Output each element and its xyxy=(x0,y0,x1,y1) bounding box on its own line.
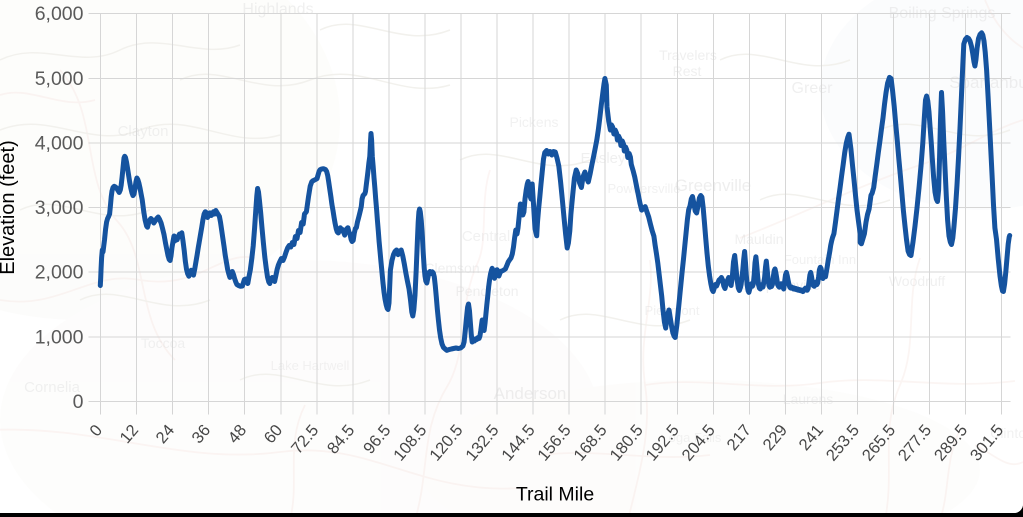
svg-text:6,000: 6,000 xyxy=(35,3,84,25)
svg-text:Rest: Rest xyxy=(673,63,702,79)
svg-text:2,000: 2,000 xyxy=(35,262,84,284)
svg-text:Pickens: Pickens xyxy=(509,114,558,130)
svg-text:Piedmont: Piedmont xyxy=(645,303,700,318)
svg-text:Travelers: Travelers xyxy=(659,47,717,63)
svg-text:3,000: 3,000 xyxy=(35,197,84,219)
svg-text:0: 0 xyxy=(73,391,84,413)
svg-text:Anderson: Anderson xyxy=(494,384,567,403)
svg-text:Central: Central xyxy=(462,228,510,245)
svg-text:1,000: 1,000 xyxy=(35,326,84,348)
svg-text:oga Falls: oga Falls xyxy=(669,430,722,445)
svg-text:Lake Hartwell: Lake Hartwell xyxy=(271,358,350,373)
svg-text:Woodruff: Woodruff xyxy=(889,273,945,289)
svg-text:Clinton: Clinton xyxy=(990,425,1023,441)
svg-text:Elevation (feet): Elevation (feet) xyxy=(0,140,19,275)
svg-text:Powdersville: Powdersville xyxy=(608,181,681,196)
svg-text:Toccoa: Toccoa xyxy=(141,335,186,351)
svg-text:Cornelia: Cornelia xyxy=(24,379,81,396)
svg-text:Clayton: Clayton xyxy=(118,123,169,140)
svg-text:Highlands: Highlands xyxy=(242,1,313,18)
svg-text:Mauldin: Mauldin xyxy=(734,231,783,247)
svg-text:5,000: 5,000 xyxy=(35,68,84,90)
svg-text:Greer: Greer xyxy=(792,80,834,97)
svg-text:Laurens: Laurens xyxy=(783,391,834,407)
svg-text:Easley: Easley xyxy=(580,150,626,167)
svg-text:Trail Mile: Trail Mile xyxy=(516,484,594,506)
svg-text:Fountain Inn: Fountain Inn xyxy=(784,252,856,267)
svg-text:4,000: 4,000 xyxy=(35,132,84,154)
